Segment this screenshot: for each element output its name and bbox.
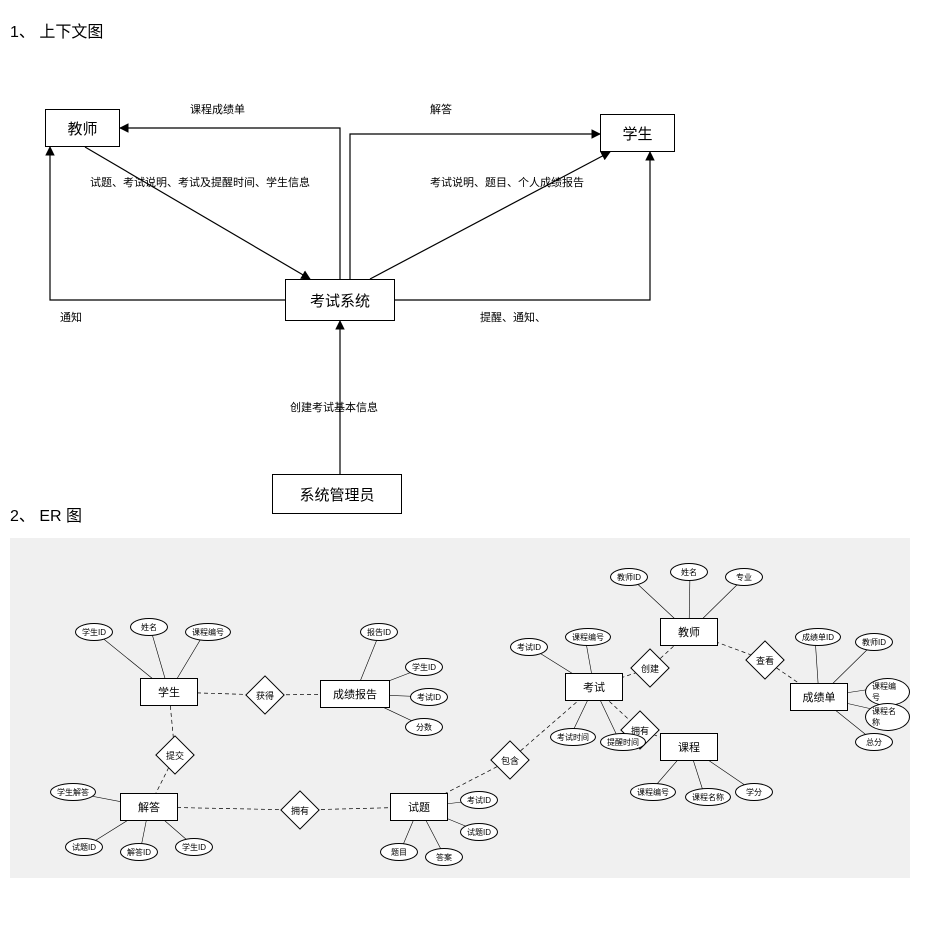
er-relation-own1: 拥有 <box>280 798 320 822</box>
er-attribute-27: 试题ID <box>460 823 498 841</box>
context-edge-0 <box>120 128 340 279</box>
er-attribute-29: 答案 <box>425 848 463 866</box>
er-attribute-12: 姓名 <box>670 563 708 581</box>
context-edge-label-6: 创建考试基本信息 <box>290 399 378 415</box>
er-attribute-21: 学分 <box>735 783 773 801</box>
er-diagram-svg <box>10 538 910 878</box>
er-attribute-18: 总分 <box>855 733 893 751</box>
er-relation-submit: 提交 <box>155 743 195 767</box>
er-attribute-9: 考试时间 <box>550 728 596 746</box>
er-entity-answer: 解答 <box>120 793 178 821</box>
er-relation-obtain: 获得 <box>245 683 285 707</box>
er-attribute-5: 考试ID <box>410 688 448 706</box>
er-relation-view: 查看 <box>745 648 785 672</box>
er-attribute-2: 课程编号 <box>185 623 231 641</box>
er-attribute-14: 成绩单ID <box>795 628 841 646</box>
er-attribute-4: 学生ID <box>405 658 443 676</box>
er-attribute-17: 课程名称 <box>865 703 910 731</box>
er-attribute-8: 课程编号 <box>565 628 611 646</box>
heading-er: 2、 ER 图 <box>10 502 917 526</box>
context-edge-label-4: 通知 <box>60 309 82 325</box>
heading-context: 1、 上下文图 <box>10 18 917 42</box>
context-diagram: 教师学生考试系统系统管理员课程成绩单解答试题、考试说明、考试及提醒时间、学生信息… <box>10 54 910 494</box>
er-attribute-13: 专业 <box>725 568 763 586</box>
er-attribute-0: 学生ID <box>75 623 113 641</box>
context-edge-label-1: 解答 <box>430 101 452 117</box>
er-attribute-25: 学生ID <box>175 838 213 856</box>
er-attribute-6: 分数 <box>405 718 443 736</box>
er-diagram: 学生成绩报告考试教师成绩单课程解答试题获得提交拥有包含拥有创建查看学生ID姓名课… <box>10 538 910 878</box>
er-entity-report: 成绩报告 <box>320 680 390 708</box>
er-entity-teacher: 教师 <box>660 618 718 646</box>
context-node-system: 考试系统 <box>285 279 395 321</box>
context-edge-label-5: 提醒、通知、 <box>480 309 546 325</box>
er-attribute-7: 考试ID <box>510 638 548 656</box>
context-node-student: 学生 <box>600 114 675 152</box>
er-attribute-20: 课程名称 <box>685 788 731 806</box>
er-entity-student: 学生 <box>140 678 198 706</box>
er-relation-create: 创建 <box>630 656 670 680</box>
context-edge-1 <box>350 134 600 279</box>
context-edge-label-3: 考试说明、题目、个人成绩报告 <box>430 174 584 190</box>
er-attribute-23: 试题ID <box>65 838 103 856</box>
er-attribute-16: 课程编号 <box>865 678 910 706</box>
er-attribute-1: 姓名 <box>130 618 168 636</box>
er-attribute-3: 报告ID <box>360 623 398 641</box>
er-entity-transcript: 成绩单 <box>790 683 848 711</box>
context-diagram-svg <box>10 54 910 494</box>
er-entity-exam: 考试 <box>565 673 623 701</box>
context-node-teacher: 教师 <box>45 109 120 147</box>
er-entity-course: 课程 <box>660 733 718 761</box>
context-node-admin: 系统管理员 <box>272 474 402 514</box>
er-attribute-28: 题目 <box>380 843 418 861</box>
er-attribute-24: 解答ID <box>120 843 158 861</box>
context-edge-label-2: 试题、考试说明、考试及提醒时间、学生信息 <box>90 174 310 190</box>
er-attribute-11: 教师ID <box>610 568 648 586</box>
context-edge-2 <box>85 147 310 279</box>
er-attribute-26: 考试ID <box>460 791 498 809</box>
er-entity-question: 试题 <box>390 793 448 821</box>
context-edge-label-0: 课程成绩单 <box>190 101 245 117</box>
er-relation-contain: 包含 <box>490 748 530 772</box>
er-attribute-22: 学生解答 <box>50 783 96 801</box>
er-attribute-15: 教师ID <box>855 633 893 651</box>
context-edge-4 <box>50 147 285 300</box>
context-edge-3 <box>370 152 610 279</box>
er-attribute-19: 课程编号 <box>630 783 676 801</box>
